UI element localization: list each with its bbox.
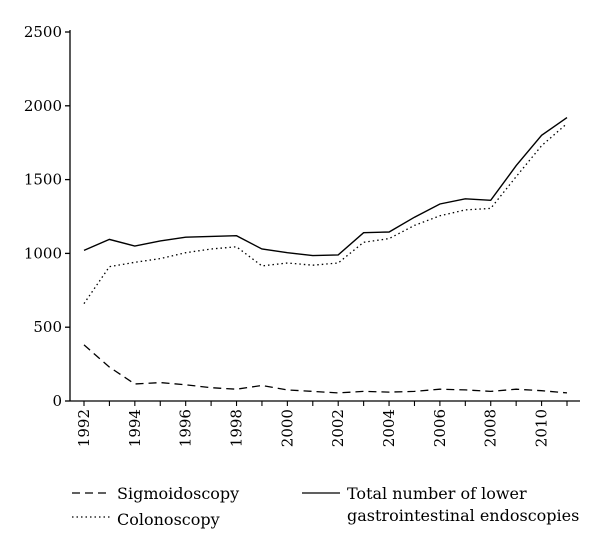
legend-label-sigmoidoscopy: Sigmoidoscopy xyxy=(117,484,239,503)
x-tick-label: 2004 xyxy=(380,409,398,447)
y-tick-label: 1000 xyxy=(24,244,62,262)
y-tick-label: 2000 xyxy=(24,97,62,115)
y-tick-label: 2500 xyxy=(24,23,62,41)
legend: Sigmoidoscopy Colonoscopy Total number o… xyxy=(72,484,579,529)
legend-label-total-line-1: Total number of lower xyxy=(347,484,527,503)
legend-item-total: Total number of lower gastrointestinal e… xyxy=(302,484,579,525)
x-axis-ticks: 1992 1994 1996 1998 2000 2002 2004 2006 2008 2010 xyxy=(75,401,568,447)
x-tick-label: 1998 xyxy=(228,409,246,447)
y-tick-label: 1500 xyxy=(24,171,62,189)
legend-label-total-line-2: gastrointestinal endoscopies xyxy=(347,506,579,525)
x-tick-label: 1992 xyxy=(75,409,93,447)
y-axis-ticks: 0 500 1000 1500 2000 2500 xyxy=(24,23,70,410)
total-endoscopies-line xyxy=(83,117,568,257)
plot-area xyxy=(83,117,568,394)
legend-item-colonoscopy: Colonoscopy xyxy=(72,510,220,529)
legend-item-sigmoidoscopy: Sigmoidoscopy xyxy=(72,484,239,503)
sigmoidoscopy-line xyxy=(83,344,568,394)
chart-axes xyxy=(69,30,580,402)
x-tick-label: 2008 xyxy=(482,409,500,447)
x-tick-label: 2010 xyxy=(533,409,551,447)
x-tick-label: 1994 xyxy=(126,409,144,447)
x-tick-label: 2000 xyxy=(278,409,296,447)
colonoscopy-line xyxy=(83,123,568,304)
y-tick-label: 0 xyxy=(52,392,62,410)
x-tick-label: 1996 xyxy=(177,409,195,447)
y-tick-label: 500 xyxy=(33,318,62,336)
x-tick-label: 2006 xyxy=(431,409,449,447)
x-tick-label: 2002 xyxy=(329,409,347,447)
legend-label-colonoscopy: Colonoscopy xyxy=(117,510,220,529)
